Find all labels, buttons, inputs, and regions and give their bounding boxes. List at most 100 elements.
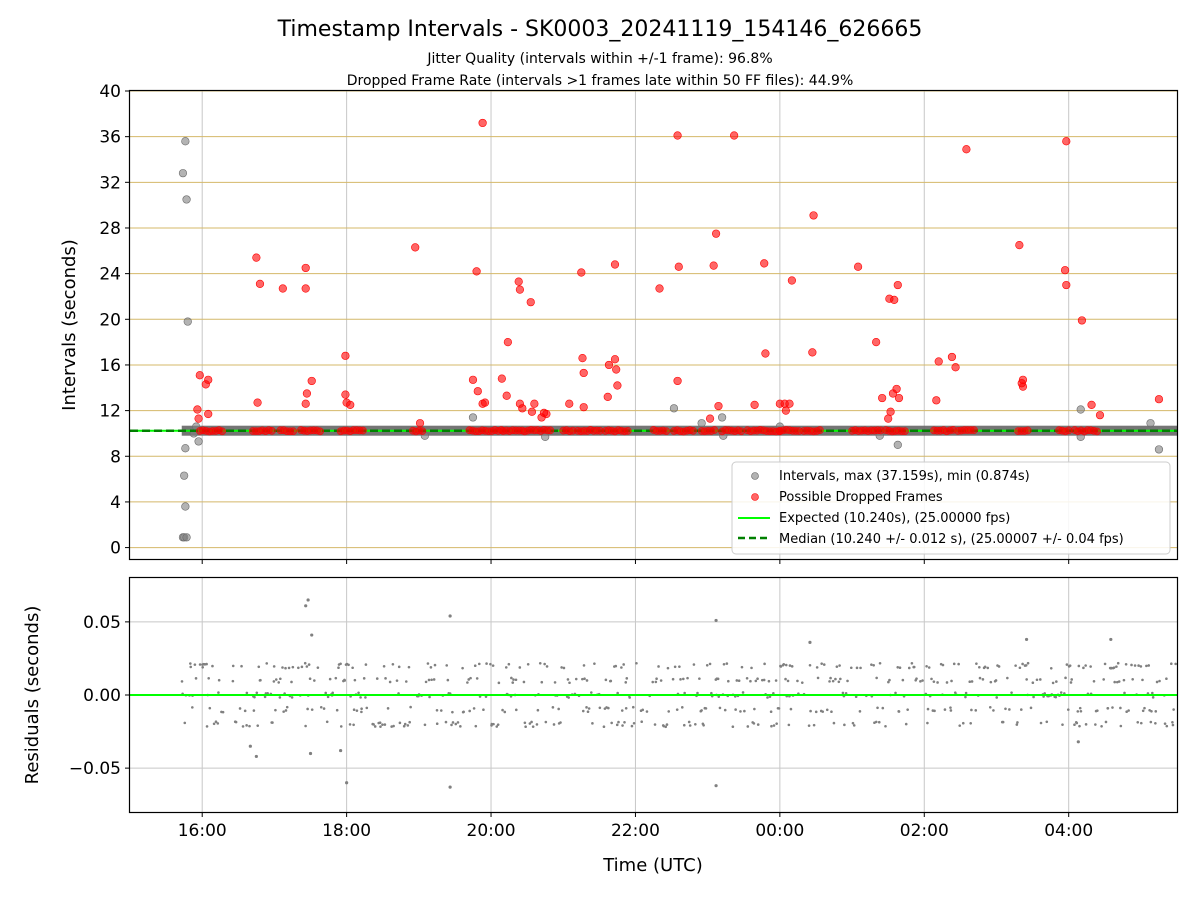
residual-dot <box>347 663 350 667</box>
residual-dot <box>284 666 287 670</box>
residual-dot <box>217 691 220 694</box>
residual-dot <box>620 709 624 712</box>
dropped-frame-point <box>674 262 683 271</box>
residual-dot <box>343 679 347 682</box>
residual-dot <box>355 709 359 712</box>
intervals-y-axis-label: Intervals (seconds) <box>59 239 80 411</box>
residual-dot <box>1045 720 1049 724</box>
interval-point <box>697 419 706 428</box>
dropped-frame-points <box>193 118 1164 436</box>
residual-dot <box>585 679 589 682</box>
residual-dot <box>645 710 649 713</box>
residual-dot <box>433 663 437 667</box>
residual-dot <box>1139 721 1143 725</box>
residual-dot <box>243 709 247 713</box>
residual-dot <box>816 676 820 680</box>
residual-dot <box>193 663 197 666</box>
residual-dot <box>841 691 845 695</box>
residual-dot <box>1145 664 1148 668</box>
dropped-frame-point <box>714 401 723 411</box>
residual-dot <box>560 666 563 669</box>
residual-dot <box>788 664 792 667</box>
dropped-frame-point <box>472 267 481 276</box>
dropped-frame-point <box>1062 280 1071 290</box>
residual-dot <box>769 710 773 714</box>
dropped-frame-point <box>415 419 425 428</box>
dropped-frame-band-point <box>816 426 824 434</box>
residual-dot <box>1117 680 1121 683</box>
residual-dot <box>1115 665 1118 668</box>
interval-point <box>181 444 190 453</box>
residual-dot <box>881 706 885 710</box>
residual-dot <box>183 721 187 725</box>
x-tick-label: 04:00 <box>1044 821 1093 841</box>
residual-dot <box>702 724 705 727</box>
residual-dot <box>930 677 933 681</box>
residual-dot <box>277 681 281 684</box>
residual-dot <box>614 664 618 668</box>
x-axis-label: Time (UTC) <box>602 855 703 876</box>
residual-dot <box>259 678 262 682</box>
dropped-frame-point <box>530 399 539 408</box>
residual-dot <box>1014 664 1017 667</box>
dropped-frame-point <box>579 403 588 412</box>
residual-dot <box>723 708 727 712</box>
residual-dot <box>1039 678 1042 681</box>
residual-dot <box>1032 695 1035 699</box>
residual-dot <box>291 665 295 669</box>
residual-dot <box>1119 706 1122 710</box>
residual-dot <box>754 679 758 683</box>
residual-dot <box>1018 666 1022 670</box>
residual-dot <box>581 709 585 713</box>
residual-dot <box>686 676 689 680</box>
residual-dot <box>655 677 658 681</box>
residual-dot <box>189 662 192 665</box>
residual-dot <box>1078 724 1081 728</box>
residual-dot <box>625 677 629 680</box>
dropped-frame-point <box>478 118 487 128</box>
dropped-frame-point <box>1154 395 1164 404</box>
residual-dot <box>391 662 395 666</box>
residual-dot <box>750 666 753 670</box>
residual-dot <box>324 691 328 695</box>
figure-subtitle-dropped: Dropped Frame Rate (intervals >1 frames … <box>347 73 854 89</box>
residual-dot <box>408 720 411 724</box>
residual-dot <box>530 720 533 724</box>
residual-dot <box>1139 665 1143 668</box>
dropped-frame-point <box>579 368 588 378</box>
residual-dot <box>766 696 769 699</box>
residual-dot <box>538 661 542 665</box>
residuals-y-tick-label: 0.00 <box>83 686 121 706</box>
residual-dot <box>694 723 697 726</box>
residual-dot <box>274 708 277 712</box>
residuals-panel: −0.05 0.00 0.05 16:00 18:00 20:00 22:00 00:00 0… <box>22 576 1179 876</box>
residual-dot <box>981 678 985 681</box>
residual-dot <box>531 725 535 728</box>
residual-outlier-point <box>448 614 452 618</box>
residual-dot <box>743 709 746 713</box>
residual-dot <box>1059 691 1063 694</box>
residual-dot <box>683 691 686 695</box>
residual-dot <box>272 665 276 668</box>
residual-dot <box>552 723 556 726</box>
residual-dot <box>587 707 591 710</box>
interval-point <box>1154 445 1164 454</box>
residual-dot <box>1111 706 1114 709</box>
residual-dot <box>641 708 645 712</box>
residual-dot <box>574 677 578 681</box>
residual-dot <box>1155 680 1159 684</box>
residual-outlier-point <box>1109 637 1113 642</box>
residual-dot <box>894 691 897 695</box>
dropped-frame-point <box>578 354 587 363</box>
dropped-frame-point <box>962 145 971 154</box>
residual-dot <box>950 679 953 683</box>
residual-dot <box>932 680 936 683</box>
residual-dot <box>553 681 557 684</box>
residual-dot <box>1077 664 1081 668</box>
residual-dot <box>907 666 911 670</box>
residual-dot <box>1104 720 1108 724</box>
dropped-frame-point <box>894 393 904 403</box>
residual-outlier-point <box>304 604 308 608</box>
residual-dot <box>287 666 291 670</box>
